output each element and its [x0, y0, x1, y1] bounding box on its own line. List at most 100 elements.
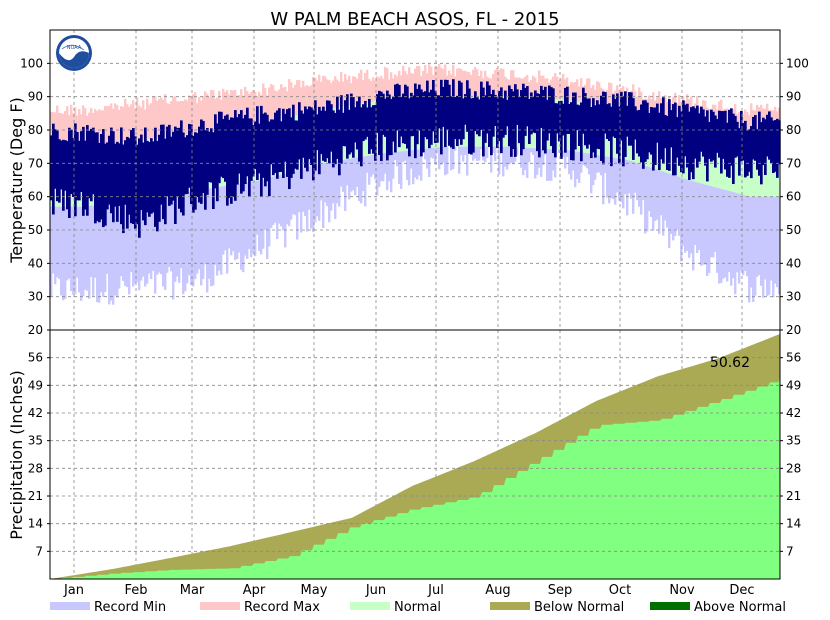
observed-temp-bar [84, 140, 87, 210]
observed-temp-bar [684, 104, 687, 157]
observed-temp-bar [660, 103, 663, 160]
record-max-bar [172, 97, 175, 137]
observed-temp-bar [98, 142, 101, 223]
record-min-bar [210, 188, 213, 287]
observed-temp-bar [380, 91, 383, 162]
observed-temp-bar [88, 130, 91, 199]
observed-temp-bar [646, 102, 649, 160]
observed-temp-bar [146, 140, 149, 213]
record-max-bar [50, 112, 53, 147]
observed-temp-bar [728, 109, 731, 178]
record-max-bar [530, 80, 533, 99]
record-max-bar [664, 95, 667, 121]
observed-temp-bar [426, 80, 429, 140]
record-min-bar [754, 196, 757, 296]
record-min-bar [184, 192, 187, 292]
observed-temp-bar [264, 112, 267, 187]
record-min-bar [288, 172, 291, 227]
record-max-bar [118, 109, 121, 143]
record-max-bar [366, 69, 369, 103]
record-min-bar [280, 174, 283, 227]
record-min-bar [480, 146, 483, 150]
record-max-bar [174, 96, 177, 137]
record-max-bar [524, 76, 527, 98]
precipitation-axis-label: Precipitation (Inches) [7, 370, 26, 540]
record-min-bar [70, 206, 73, 291]
month-label: Sep [548, 583, 573, 598]
record-max-bar [212, 90, 215, 132]
observed-temp-bar [76, 131, 79, 201]
record-min-bar [364, 156, 367, 207]
record-max-bar [406, 74, 409, 99]
observed-temp-bar [168, 124, 171, 206]
observed-temp-bar [286, 109, 289, 177]
observed-temp-bar [702, 109, 705, 157]
record-min-bar [62, 206, 65, 301]
record-min-bar [442, 146, 445, 163]
record-min-bar [690, 180, 693, 254]
record-min-bar [106, 203, 109, 274]
observed-temp-bar [216, 123, 219, 202]
record-min-bar [372, 154, 375, 175]
precip-frame [49, 329, 781, 580]
observed-temp-bar [472, 97, 475, 153]
observed-temp-bar [748, 129, 751, 172]
record-min-bar [580, 152, 583, 173]
record-min-bar [348, 158, 351, 200]
normal-range-bar [670, 121, 673, 175]
observed-temp-bar [390, 99, 393, 156]
record-min-bar [652, 168, 655, 231]
record-min-bar [568, 150, 571, 175]
record-min-bar [742, 194, 745, 276]
observed-temp-bar [178, 127, 181, 209]
record-min-bar [186, 192, 189, 284]
observed-temp-bar [248, 118, 251, 197]
record-min-bar [368, 155, 371, 185]
record-min-bar [314, 165, 317, 223]
observed-temp-bar [408, 98, 411, 157]
observed-temp-bar [182, 132, 185, 216]
record-min-bar [774, 196, 777, 284]
record-min-bar [334, 161, 337, 219]
record-max-bar [388, 79, 391, 100]
observed-temp-bar [618, 106, 621, 164]
record-max-bar [598, 82, 601, 106]
record-max-bar [108, 106, 111, 144]
record-max-bar [504, 76, 507, 97]
observed-temp-bar [496, 97, 499, 148]
record-max-bar [588, 78, 591, 104]
record-min-bar [302, 168, 305, 212]
observed-temp-bar [376, 94, 379, 133]
observed-temp-bar [270, 119, 273, 165]
precip-tick-label-right: 35 [786, 434, 801, 448]
record-max-bar [232, 90, 235, 128]
observed-precip-area [50, 378, 780, 579]
observed-temp-bar [340, 95, 343, 164]
observed-temp-bar [134, 136, 137, 229]
observed-temp-bar [542, 89, 545, 151]
record-min-bar [586, 153, 589, 169]
observed-temp-bar [456, 95, 459, 147]
record-min-bar [626, 159, 629, 216]
normal-range-bar [770, 140, 773, 197]
record-max-bar [340, 71, 343, 107]
temp-tick-label-left: 100 [20, 56, 43, 70]
observed-temp-bar [418, 84, 421, 131]
record-min-bar [584, 152, 587, 167]
record-min-bar [576, 151, 579, 179]
record-min-bar [630, 160, 633, 199]
observed-temp-bar [710, 109, 713, 162]
record-max-bar [78, 108, 81, 147]
record-min-bar [276, 175, 279, 240]
record-min-bar [238, 183, 241, 253]
observed-temp-bar [132, 128, 135, 225]
record-max-bar [290, 82, 293, 117]
temp-tick-label-right: 60 [786, 190, 801, 204]
record-min-bar [322, 163, 325, 229]
temp-tick-label-left: 90 [28, 90, 43, 104]
observed-temp-bar [574, 92, 577, 150]
record-min-bar [552, 149, 555, 171]
record-max-bar [276, 91, 279, 120]
month-axis: Jan Feb Mar Apr May Jun Jul Aug Sep Oct Nov Dec [63, 583, 755, 598]
observed-temp-bar [152, 141, 155, 213]
